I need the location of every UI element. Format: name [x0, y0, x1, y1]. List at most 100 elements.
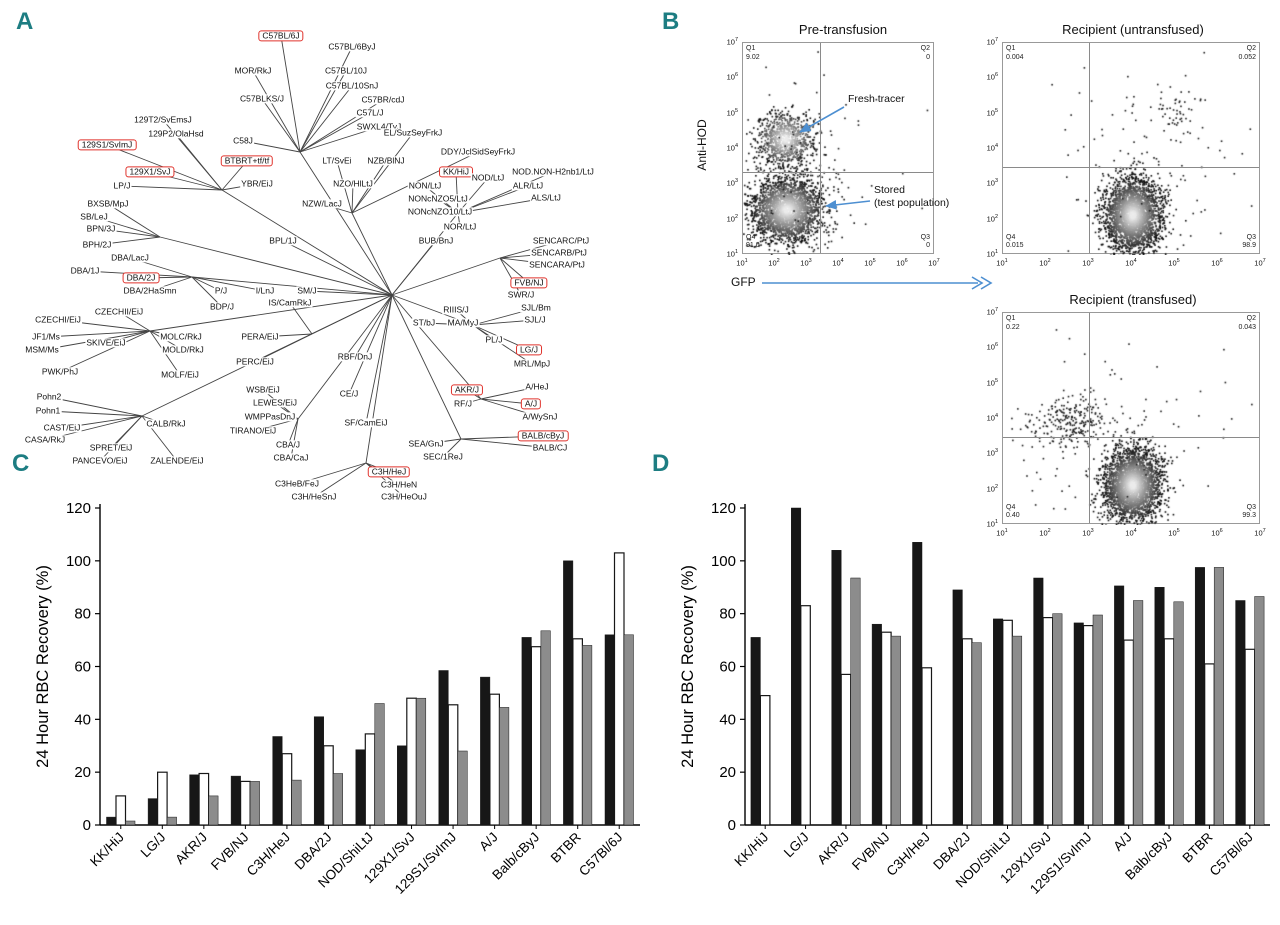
tree-strain-label: DDY/JclSidSeyFrkJ: [439, 146, 517, 157]
quadrant-stat-q3: Q3 0: [920, 233, 930, 250]
tree-branch: [391, 257, 501, 296]
tree-branch: [45, 330, 151, 338]
tree-strain-label: RF/J: [453, 398, 473, 409]
bar-white: [881, 631, 892, 826]
y-tick-label: 103: [726, 178, 738, 188]
bar-gray: [623, 634, 634, 826]
bar-gray: [1092, 614, 1103, 826]
tree-strain-label: CALB/RkJ: [145, 418, 187, 429]
category-label: C57Bl/6J: [1207, 830, 1256, 879]
tree-branch: [391, 240, 437, 296]
y-tick-label: 0: [83, 817, 91, 834]
tree-strain-label: JF1/Ms: [31, 331, 61, 342]
tree-strain-label: ALS/LtJ: [530, 192, 562, 203]
y-tick-label: 104: [986, 413, 998, 423]
tree-strain-label: BUB/BnJ: [417, 235, 455, 246]
bar-gray: [416, 697, 427, 826]
tree-branch: [290, 418, 299, 459]
bar-gray: [1254, 596, 1265, 826]
category-label: C57Bl/6J: [576, 830, 625, 879]
tree-strain-label: ALR/LtJ: [511, 180, 545, 191]
quadrant-stat-q2: Q2 0.043: [1238, 315, 1256, 331]
bar-white: [157, 771, 168, 826]
bar-black: [147, 798, 158, 826]
plot-title: Pre-transfusion: [798, 22, 888, 37]
tree-branch: [499, 257, 522, 296]
tree-strain-label: NZW/LacJ: [301, 198, 343, 209]
y-tick-label: 40: [719, 711, 736, 728]
tree-branch: [47, 410, 143, 417]
bar-black: [1033, 577, 1044, 826]
y-tick-label: 106: [986, 72, 998, 82]
tree-strain-label-highlighted: 129X1/SvJ: [125, 166, 175, 178]
tree-strain-label: MRL/MpJ: [512, 358, 552, 369]
bar-black: [604, 634, 615, 826]
y-tick-label: 104: [726, 143, 738, 153]
category-label: BTBR: [1179, 829, 1215, 865]
y-axis-title: 24 Hour RBC Recovery (%): [679, 565, 697, 768]
y-tick-label: 106: [726, 72, 738, 82]
bar-gray: [1133, 600, 1144, 826]
category-label: AKR/J: [172, 830, 210, 868]
tree-strain-label: NONcNZO10/LtJ: [406, 206, 474, 217]
tree-strain-label: SENCARA/PtJ: [528, 259, 586, 270]
y-tick-label: 104: [986, 143, 998, 153]
panel-label-b: B: [662, 8, 680, 35]
tree-strain-label: C57BLKS/J: [239, 93, 285, 104]
y-tick-label: 20: [719, 764, 736, 781]
bar-white: [1123, 639, 1134, 826]
bar-white: [364, 733, 376, 826]
category-label: AKR/J: [814, 830, 852, 868]
gfp-arrow-chevron-icon: [980, 276, 993, 290]
bar-black: [831, 550, 842, 826]
quadrant-stat-q4: Q4 91.0: [746, 233, 760, 250]
tree-strain-label: CASA/RkJ: [23, 434, 67, 445]
plot-area: Q1 0.22 Q2 0.043 Q3 99.3 Q4 0.40: [1002, 312, 1261, 525]
plot-area: Q1 9.02 Q2 0 Q3 0 Q4 91.0: [742, 42, 935, 255]
tree-branch: [121, 185, 223, 191]
bar-white: [489, 693, 500, 826]
tree-strain-label-highlighted: 129S1/SvImJ: [77, 139, 137, 151]
tree-strain-label: SPRET/EiJ: [88, 442, 134, 453]
y-tick-label: 107: [986, 37, 998, 47]
tree-branch: [457, 171, 554, 214]
bar-black: [480, 676, 491, 826]
bar-white: [840, 673, 852, 826]
tree-strain-label-highlighted: DBA/2J: [122, 272, 160, 284]
x-tick-label: 103: [1082, 528, 1094, 538]
y-tick-label: 103: [986, 178, 998, 188]
x-tick-label: 103: [800, 258, 812, 268]
tree-strain-label: C3H/HeN: [379, 479, 419, 490]
tree-strain-label: NOR/LtJ: [442, 221, 478, 232]
tree-branch: [348, 294, 393, 395]
tree-strain-label: SF/CamEiJ: [343, 417, 389, 428]
category-label: C3H/HeJ: [884, 830, 933, 879]
tree-branch: [351, 212, 393, 296]
tree-strain-label: PWK/PhJ: [40, 366, 80, 377]
y-tick-label: 20: [74, 764, 91, 781]
category-label: C3H/HeJ: [244, 830, 293, 879]
tree-strain-label: SB/LeJ: [79, 211, 109, 222]
y-tick-label: 101: [986, 249, 998, 259]
quadrant-stat-q4: Q4 0.40: [1006, 503, 1020, 520]
panel-label-a: A: [16, 8, 34, 35]
bar-black: [993, 618, 1004, 826]
y-tick-label: 102: [986, 483, 998, 494]
tree-strain-label: 129T2/SvEmsJ: [133, 114, 193, 125]
y-tick-label: 105: [986, 107, 998, 118]
tree-branch: [391, 294, 462, 440]
y-tick-label: 100: [711, 553, 736, 570]
bar-white: [240, 780, 251, 826]
tree-strain-label: P/J: [213, 285, 229, 296]
bar-gray: [499, 707, 510, 826]
panel-label-c: C: [12, 450, 30, 477]
y-tick-label: 40: [74, 711, 91, 728]
y-tick-label: 102: [986, 213, 998, 224]
bar-black: [230, 775, 241, 826]
bar-black: [912, 542, 923, 826]
bar-gray: [374, 703, 385, 826]
tree-strain-label-highlighted: FVB/NJ: [510, 277, 548, 289]
quadrant-divider-vertical: [1089, 313, 1090, 523]
bar-white: [406, 697, 417, 826]
